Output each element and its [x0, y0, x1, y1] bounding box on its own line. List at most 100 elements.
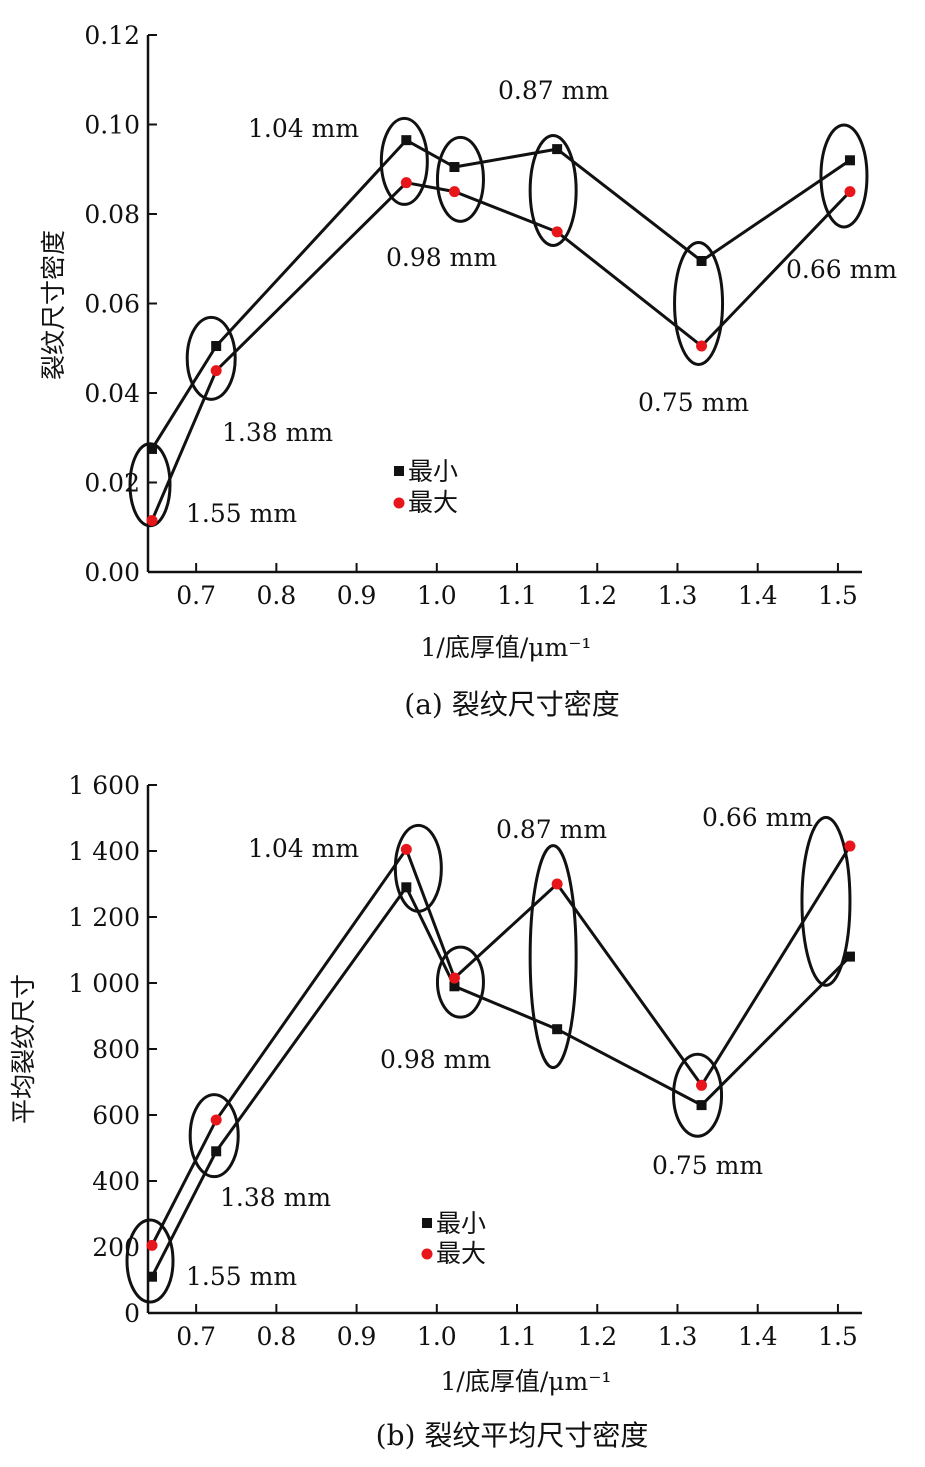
data-point-max: [448, 186, 460, 198]
highlight-ellipse: [435, 945, 485, 1019]
highlight-ellipse: [393, 823, 443, 913]
x-axis-label: 1/底厚值/μm⁻¹: [421, 633, 592, 662]
caption: (b) 裂纹平均尺寸密度: [376, 1419, 649, 1452]
series-line-max: [150, 181, 852, 522]
x-tick-label: 1.4: [738, 1322, 778, 1351]
legend-label-min: 最小: [436, 1209, 486, 1238]
caption: (a) 裂纹尺寸密度: [404, 688, 619, 721]
series-lines: [150, 845, 852, 1278]
legend-label-min: 最小: [408, 457, 458, 486]
x-tick-label: 1.1: [497, 1322, 537, 1351]
x-tick-label: 0.8: [256, 1322, 296, 1351]
data-point-min: [401, 882, 412, 893]
highlight-ellipse: [379, 116, 429, 206]
highlight-ellipse: [819, 123, 869, 229]
x-tick-label: 0.8: [256, 581, 296, 610]
x-tick-label: 1.0: [417, 1322, 457, 1351]
legend: 最小 最大: [393, 457, 458, 517]
thickness-annotation: 0.98 mm: [380, 1045, 491, 1074]
data-point-max: [146, 515, 158, 527]
data-point-max: [146, 1239, 158, 1251]
y-tick-label: 0.04: [84, 379, 140, 408]
data-point-max: [844, 840, 856, 852]
x-tick-label: 1.2: [577, 1322, 617, 1351]
legend-marker-max: [393, 497, 405, 509]
thickness-annotation: 1.04 mm: [248, 834, 359, 863]
highlight-ellipse: [185, 315, 237, 401]
y-tick-label: 0.10: [84, 111, 140, 140]
data-point-min: [211, 1146, 222, 1157]
x-tick-label: 1.3: [658, 581, 698, 610]
data-point-min: [147, 443, 158, 454]
x-tick-label: 0.7: [176, 581, 216, 610]
data-point-max: [400, 177, 412, 189]
y-tick-label: 0: [124, 1299, 140, 1328]
thickness-annotation: 0.98 mm: [386, 243, 497, 272]
y-tick-label: 0.00: [84, 558, 140, 587]
data-point-max: [400, 843, 412, 855]
x-tick-label: 1.2: [577, 581, 617, 610]
x-tick-label: 1.3: [658, 1322, 698, 1351]
legend-marker-min: [422, 1218, 432, 1228]
x-tick-label: 1.5: [818, 1322, 858, 1351]
thickness-annotation: 0.66 mm: [786, 255, 897, 284]
thickness-annotation: 0.87 mm: [496, 815, 607, 844]
y-tick-label: 0.06: [84, 290, 140, 319]
data-point-max: [696, 1079, 708, 1091]
annotations: 1.55 mm 1.38 mm 1.04 mm 0.98 mm 0.87 mm 0.75 …: [186, 803, 813, 1291]
x-tick-label: 0.9: [337, 581, 377, 610]
thickness-annotation: 1.55 mm: [186, 1262, 297, 1291]
y-tick-label: 400: [92, 1167, 140, 1196]
y-axis-label: 裂纹尺寸密度: [39, 230, 68, 380]
highlight-ellipse: [435, 135, 485, 223]
highlight-ellipse: [188, 1093, 240, 1179]
thickness-annotation: 1.04 mm: [248, 114, 359, 143]
y-ticks: 0 200 400 600 800 1 000 1 200 1 400 1 600: [68, 771, 157, 1328]
x-ticks: 0.7 0.8 0.9 1.0 1.1 1.2 1.3 1.4 1.5: [176, 1304, 858, 1351]
x-tick-label: 1.0: [417, 581, 457, 610]
y-tick-label: 1 600: [68, 771, 140, 800]
y-tick-label: 600: [92, 1101, 140, 1130]
y-ticks: 0.000.020.040.060.080.100.12: [84, 21, 157, 587]
thickness-annotation: 1.38 mm: [222, 418, 333, 447]
highlight-ellipse: [128, 442, 172, 528]
data-point-min: [401, 135, 412, 146]
series-markers: [146, 840, 856, 1282]
legend-label-max: 最大: [408, 488, 458, 517]
data-point-min: [147, 1271, 158, 1282]
y-tick-label: 1 000: [68, 969, 140, 998]
annotations: 1.55 mm 1.38 mm 1.04 mm 0.98 mm 0.87 mm 0.75 …: [186, 76, 897, 528]
data-point-max: [844, 186, 856, 198]
x-ticks: 0.7 0.8 0.9 1.0 1.1 1.2 1.3 1.4 1.5: [176, 563, 858, 610]
data-point-min: [449, 981, 460, 992]
x-tick-label: 0.7: [176, 1322, 216, 1351]
data-point-min: [696, 1100, 707, 1111]
x-tick-label: 1.1: [497, 581, 537, 610]
thickness-annotation: 0.75 mm: [638, 388, 749, 417]
data-point-min: [844, 951, 855, 962]
data-point-min: [844, 155, 855, 166]
x-axis-label: 1/底厚值/μm⁻¹: [441, 1367, 612, 1396]
y-axis-label: 平均裂纹尺寸: [9, 974, 38, 1124]
data-point-min: [211, 341, 222, 352]
data-point-max: [551, 226, 563, 238]
y-tick-label: 1 200: [68, 903, 140, 932]
thickness-annotation: 1.55 mm: [186, 499, 297, 528]
highlight-ellipses: [128, 116, 869, 528]
data-point-min: [449, 162, 460, 173]
panel-b: 0.7 0.8 0.9 1.0 1.1 1.2 1.3 1.4 1.5 0 200 400 600 80…: [9, 771, 862, 1452]
series-lines: [150, 138, 852, 522]
y-tick-label: 800: [92, 1035, 140, 1064]
legend: 最小 最大: [421, 1209, 486, 1268]
data-point-min: [552, 144, 563, 155]
highlight-ellipse: [672, 1052, 724, 1138]
legend-label-max: 最大: [436, 1239, 486, 1268]
y-tick-label: 200: [92, 1233, 140, 1262]
legend-marker-max: [421, 1248, 433, 1260]
y-tick-label: 1 400: [68, 837, 140, 866]
thickness-annotation: 0.87 mm: [498, 76, 609, 105]
data-point-max: [696, 340, 708, 352]
data-point-min: [696, 255, 707, 266]
highlight-ellipse: [673, 241, 725, 366]
